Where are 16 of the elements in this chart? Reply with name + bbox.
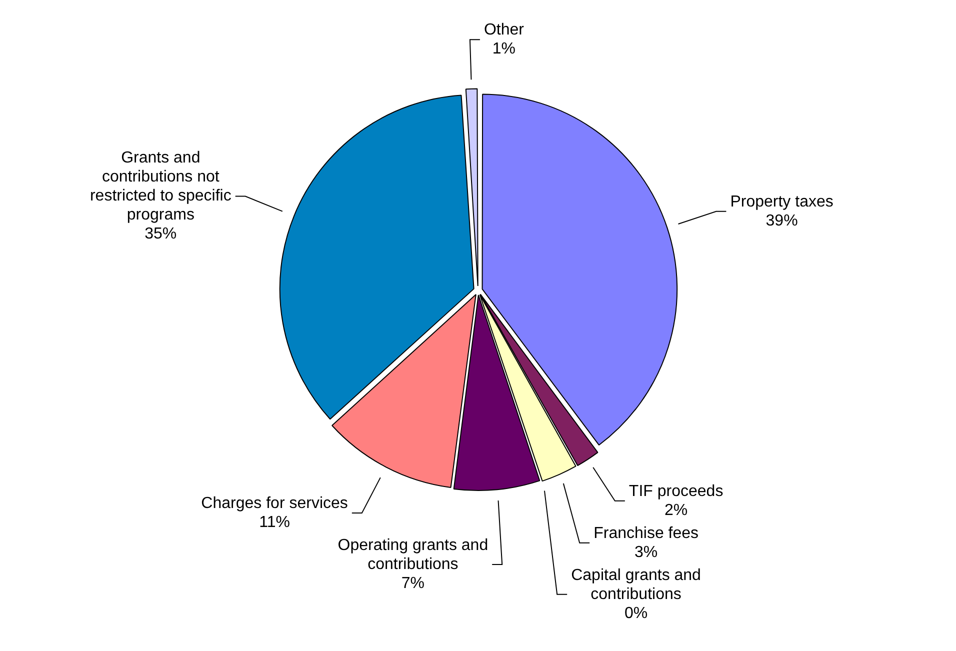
- slice-label: Property taxes: [730, 193, 834, 210]
- slice-label: Franchise fees: [594, 524, 699, 542]
- data-label: 2%: [664, 502, 688, 519]
- category-label: Capital grants and contributions: [571, 566, 701, 603]
- slice-label: Operating grants and contributions: [338, 536, 488, 573]
- text: 0%: [624, 604, 648, 622]
- slice-label: Charges for services: [201, 494, 348, 512]
- data-label: 1%: [492, 40, 516, 58]
- slice-label: TIF proceeds: [628, 482, 724, 500]
- slice-label: Other: [484, 22, 525, 39]
- data-label: 11%: [259, 514, 290, 531]
- data-label: 3%: [634, 544, 658, 561]
- data-label: 7%: [401, 574, 425, 592]
- data-label: 39%: [766, 212, 798, 230]
- slice-label: Grants and contributions not restricted to specific programs: [90, 150, 232, 224]
- data-label: 35%: [144, 226, 177, 243]
